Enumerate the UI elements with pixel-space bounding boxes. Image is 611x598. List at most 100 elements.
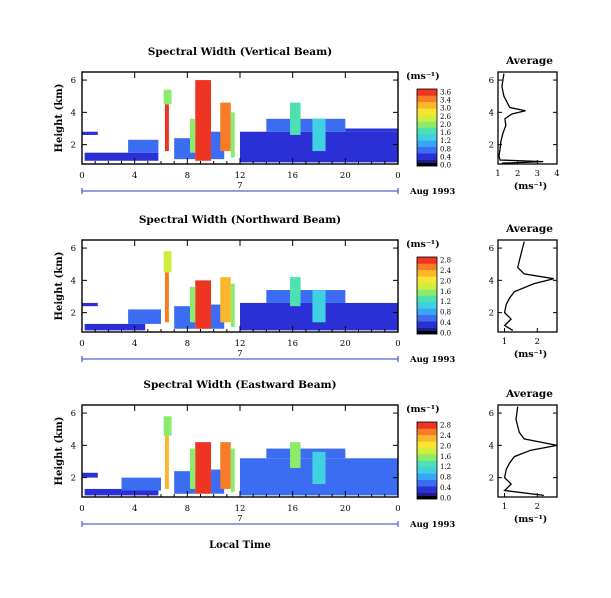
colorbar-swatch	[417, 114, 437, 122]
heatmap-cell-0	[84, 323, 146, 331]
colorbar-tick-label: 0.8	[440, 309, 451, 317]
colorbar-unit: (ms⁻¹)	[406, 239, 440, 250]
colorbar-unit: (ms⁻¹)	[406, 404, 440, 415]
date-label: 7	[237, 349, 242, 359]
profile-title: Average	[505, 388, 553, 400]
chart-title: Spectral Width (Eastward Beam)	[143, 379, 336, 391]
heatmap-cell-13	[290, 442, 301, 468]
x-tick-label: 16	[287, 171, 298, 181]
profile-y-tick-label: 6	[489, 76, 494, 86]
x-tick-label: 8	[185, 504, 190, 514]
colorbar-base	[417, 331, 437, 334]
colorbar-tick-label: 3.4	[440, 97, 452, 105]
heatmap-cell-14	[312, 118, 326, 152]
x-tick-label: 12	[235, 504, 246, 514]
colorbar-swatch	[417, 428, 437, 436]
colorbar-tick-label: 2.0	[440, 277, 451, 285]
colorbar-tick-label: 2.0	[440, 442, 451, 450]
y-tick-label: 4	[71, 441, 76, 451]
colorbar-tick-label: 2.4	[440, 267, 452, 275]
heatmap-cell-0	[84, 488, 159, 496]
colorbar-swatch	[417, 466, 437, 474]
profile-x-tick-label: 1	[502, 502, 507, 512]
heatmap-cell-10	[230, 283, 235, 328]
colorbar-tick-label: 2.6	[440, 113, 452, 121]
x-tick-label: 0	[79, 339, 84, 349]
profile-line	[498, 73, 544, 164]
colorbar-swatch	[417, 269, 437, 277]
profile-line	[503, 241, 554, 331]
colorbar-tick-label: 0.4	[440, 319, 452, 327]
chart-title: Spectral Width (Northward Beam)	[139, 214, 341, 226]
profile-frame	[497, 239, 558, 333]
colorbar-swatch	[417, 327, 437, 335]
heatmap-cell-7	[189, 118, 196, 153]
heatmap-cell-4	[163, 416, 172, 436]
colorbar-swatch	[417, 159, 437, 167]
panel-1: Spectral Width (Vertical Beam) 2 4 6 Height …	[54, 46, 560, 197]
x-tick-label: 8	[185, 171, 190, 181]
date-suffix: Aug 1993	[409, 187, 455, 197]
y-tick-label: 2	[71, 141, 76, 151]
colorbar-swatch	[417, 95, 437, 103]
colorbar-unit: (ms⁻¹)	[406, 71, 440, 82]
profile-x-label: (ms⁻¹)	[514, 349, 548, 360]
profile-frame	[497, 71, 558, 165]
colorbar-swatch	[417, 133, 437, 141]
heatmap-cell-15	[345, 128, 398, 132]
heatmap-cell-3	[164, 435, 169, 489]
heatmap-cell-14	[312, 451, 326, 485]
x-tick-label: 0	[79, 171, 84, 181]
profile-x-tick-label: 3	[535, 169, 540, 179]
heatmap-cell-9	[220, 102, 231, 152]
y-tick-label: 4	[71, 108, 76, 118]
colorbar-tick-label: 2.8	[440, 422, 451, 430]
colorbar-tick-label: 2.0	[440, 121, 451, 129]
colorbar-swatch	[417, 276, 437, 283]
colorbar-frame	[416, 256, 438, 335]
colorbar-swatch	[417, 263, 437, 271]
heatmap-cell-10	[230, 448, 235, 493]
heatmap-cell-2	[128, 139, 159, 153]
heatmap-cell-3	[164, 104, 169, 152]
y-axis-label: Height (km)	[54, 417, 65, 486]
date-label: 7	[237, 514, 242, 524]
colorbar-tick-label: 0.4	[440, 484, 452, 492]
profile-y-tick-label: 2	[489, 309, 494, 319]
colorbar-swatch	[417, 447, 437, 455]
y-tick-label: 4	[71, 276, 76, 286]
colorbar-swatch	[417, 301, 437, 309]
heatmap-cell-12	[266, 448, 346, 459]
colorbar-swatch	[417, 153, 437, 160]
heatmap-cell-2	[121, 477, 161, 491]
colorbar-tick-label: 0.0	[440, 162, 451, 170]
date-label: 7	[237, 181, 242, 191]
colorbar-tick-label: 1.6	[440, 288, 452, 296]
profile-x-tick-label: 2	[515, 169, 520, 179]
x-tick-label: 20	[340, 504, 351, 514]
heatmap-cell-6	[195, 442, 212, 494]
x-tick-label: 12	[235, 339, 246, 349]
y-axis-label: Height (km)	[54, 84, 65, 153]
profile-x-tick-label: 4	[554, 169, 559, 179]
colorbar-swatch	[417, 257, 437, 264]
x-tick-label: 12	[235, 171, 246, 181]
colorbar-swatch	[417, 127, 437, 135]
heatmap-cell-1	[82, 302, 98, 307]
profile-x-tick-label: 1	[502, 337, 507, 347]
x-tick-label: 0	[395, 171, 400, 181]
colorbar-swatch	[417, 434, 437, 442]
colorbar-tick-label: 0.4	[440, 153, 452, 161]
profile-frame	[497, 404, 558, 498]
panel-2: Spectral Width (Northward Beam) 2 4 6 Height…	[54, 214, 558, 365]
colorbar-swatch	[417, 289, 437, 296]
profile-y-tick-label: 2	[489, 474, 494, 484]
colorbar-swatch	[417, 282, 437, 290]
y-tick-label: 6	[71, 409, 76, 419]
profile-title: Average	[505, 55, 553, 67]
colorbar-swatch	[417, 146, 437, 154]
colorbar-swatch	[417, 422, 437, 429]
date-suffix: Aug 1993	[409, 520, 455, 530]
profile-y-tick-label: 4	[489, 441, 494, 451]
